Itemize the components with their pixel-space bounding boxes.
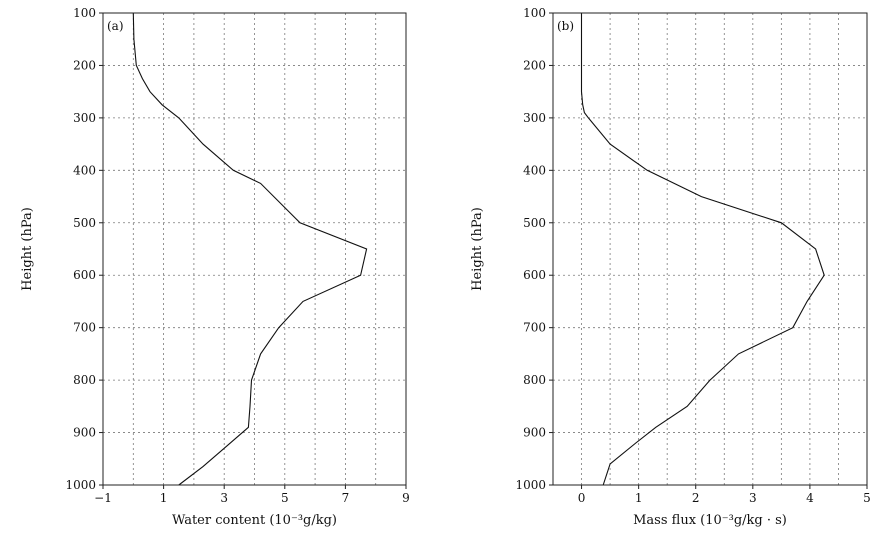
panel-a-y-tick-label: 300	[73, 111, 96, 125]
panel-b-series-group	[580, 13, 825, 486]
panel-a-y-tick-label: 800	[73, 373, 96, 387]
panel-b-profile-line	[580, 13, 825, 486]
panel-b-y-tick-label: 700	[523, 321, 546, 335]
panel-b-y-tick-label: 300	[523, 111, 546, 125]
panel-a-series-group	[132, 12, 368, 486]
panel-b: 0 1 2 3 4 5 100 200 300 400 500 600 700 800 900 1000 (b…	[470, 6, 871, 528]
panel-b-label: (b)	[557, 19, 574, 33]
panel-a-ticks: −1 1 3 5 7 9 100 200 300 400 500 600 700 800 900 1000	[65, 6, 409, 505]
panel-b-x-tick-label: 0	[578, 491, 586, 505]
panel-b-x-tick-label: 5	[863, 491, 871, 505]
panel-a-x-tick-label: 3	[220, 491, 228, 505]
panel-b-y-tick-label: 900	[523, 426, 546, 440]
panel-b-grid	[553, 13, 867, 485]
panel-a-y-tick-label: 1000	[65, 478, 96, 492]
panel-a-x-tick-label: 9	[402, 491, 410, 505]
panel-a-grid	[103, 13, 406, 485]
panel-a-y-tick-label: 400	[73, 163, 96, 177]
panel-a-y-axis-label: Height (hPa)	[20, 207, 35, 291]
panel-b-x-tick-label: 4	[806, 491, 814, 505]
panel-a-x-tick-label: 7	[342, 491, 350, 505]
panel-a-x-tick-label: −1	[94, 491, 112, 505]
panel-b-plot-frame	[552, 12, 868, 486]
panel-b-y-tick-label: 100	[523, 6, 546, 20]
panel-a-y-tick-label: 700	[73, 321, 96, 335]
panel-a-y-tick-label: 500	[73, 216, 96, 230]
panel-a-y-tick-label: 900	[73, 426, 96, 440]
panel-b-x-axis-label: Mass flux (10⁻³g/kg · s)	[633, 513, 787, 528]
panel-b-y-axis-label: Height (hPa)	[470, 207, 485, 291]
panel-b-y-tick-label: 600	[523, 268, 546, 282]
panel-a-profile-line	[132, 12, 368, 486]
panel-a-label: (a)	[107, 19, 124, 33]
panel-b-x-tick-label: 3	[749, 491, 757, 505]
panel-a-plot-frame	[102, 12, 407, 486]
panel-a-y-tick-label: 600	[73, 268, 96, 282]
panel-b-ticks: 0 1 2 3 4 5 100 200 300 400 500 600 700 800 900 1000	[515, 6, 870, 505]
panel-b-y-tick-label: 1000	[515, 478, 546, 492]
panel-a-x-axis-label: Water content (10⁻³g/kg)	[172, 513, 337, 528]
panel-a-x-tick-label: 1	[160, 491, 168, 505]
panel-a-y-tick-label: 200	[73, 58, 96, 72]
panel-b-y-tick-label: 800	[523, 373, 546, 387]
panel-a: −1 1 3 5 7 9 100 200 300 400 500 600 700 800 900 1000 (…	[20, 6, 410, 528]
panel-b-y-tick-label: 200	[523, 58, 546, 72]
panel-b-x-tick-label: 1	[635, 491, 643, 505]
panel-a-y-tick-label: 100	[73, 6, 96, 20]
panel-b-y-tick-label: 400	[523, 163, 546, 177]
panel-b-x-tick-label: 2	[692, 491, 700, 505]
panel-a-x-tick-label: 5	[281, 491, 289, 505]
panel-b-y-tick-label: 500	[523, 216, 546, 230]
